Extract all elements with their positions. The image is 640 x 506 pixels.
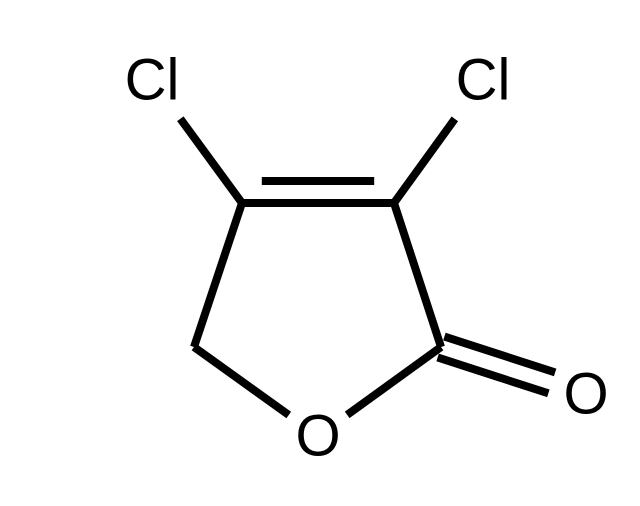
atom-label-Cl_left: Cl: [125, 48, 180, 113]
bond-line: [347, 347, 441, 415]
atom-label-O_keto: O: [563, 362, 608, 427]
bond-line: [194, 347, 289, 415]
bond-line: [394, 119, 455, 203]
bond-line: [194, 203, 242, 347]
bond-line: [180, 119, 242, 203]
molecule-diagram: O O Cl Cl: [0, 0, 640, 506]
bond-line: [394, 203, 441, 347]
atom-label-Cl_right: Cl: [456, 48, 511, 113]
atom-label-O_ring: O: [295, 404, 340, 469]
